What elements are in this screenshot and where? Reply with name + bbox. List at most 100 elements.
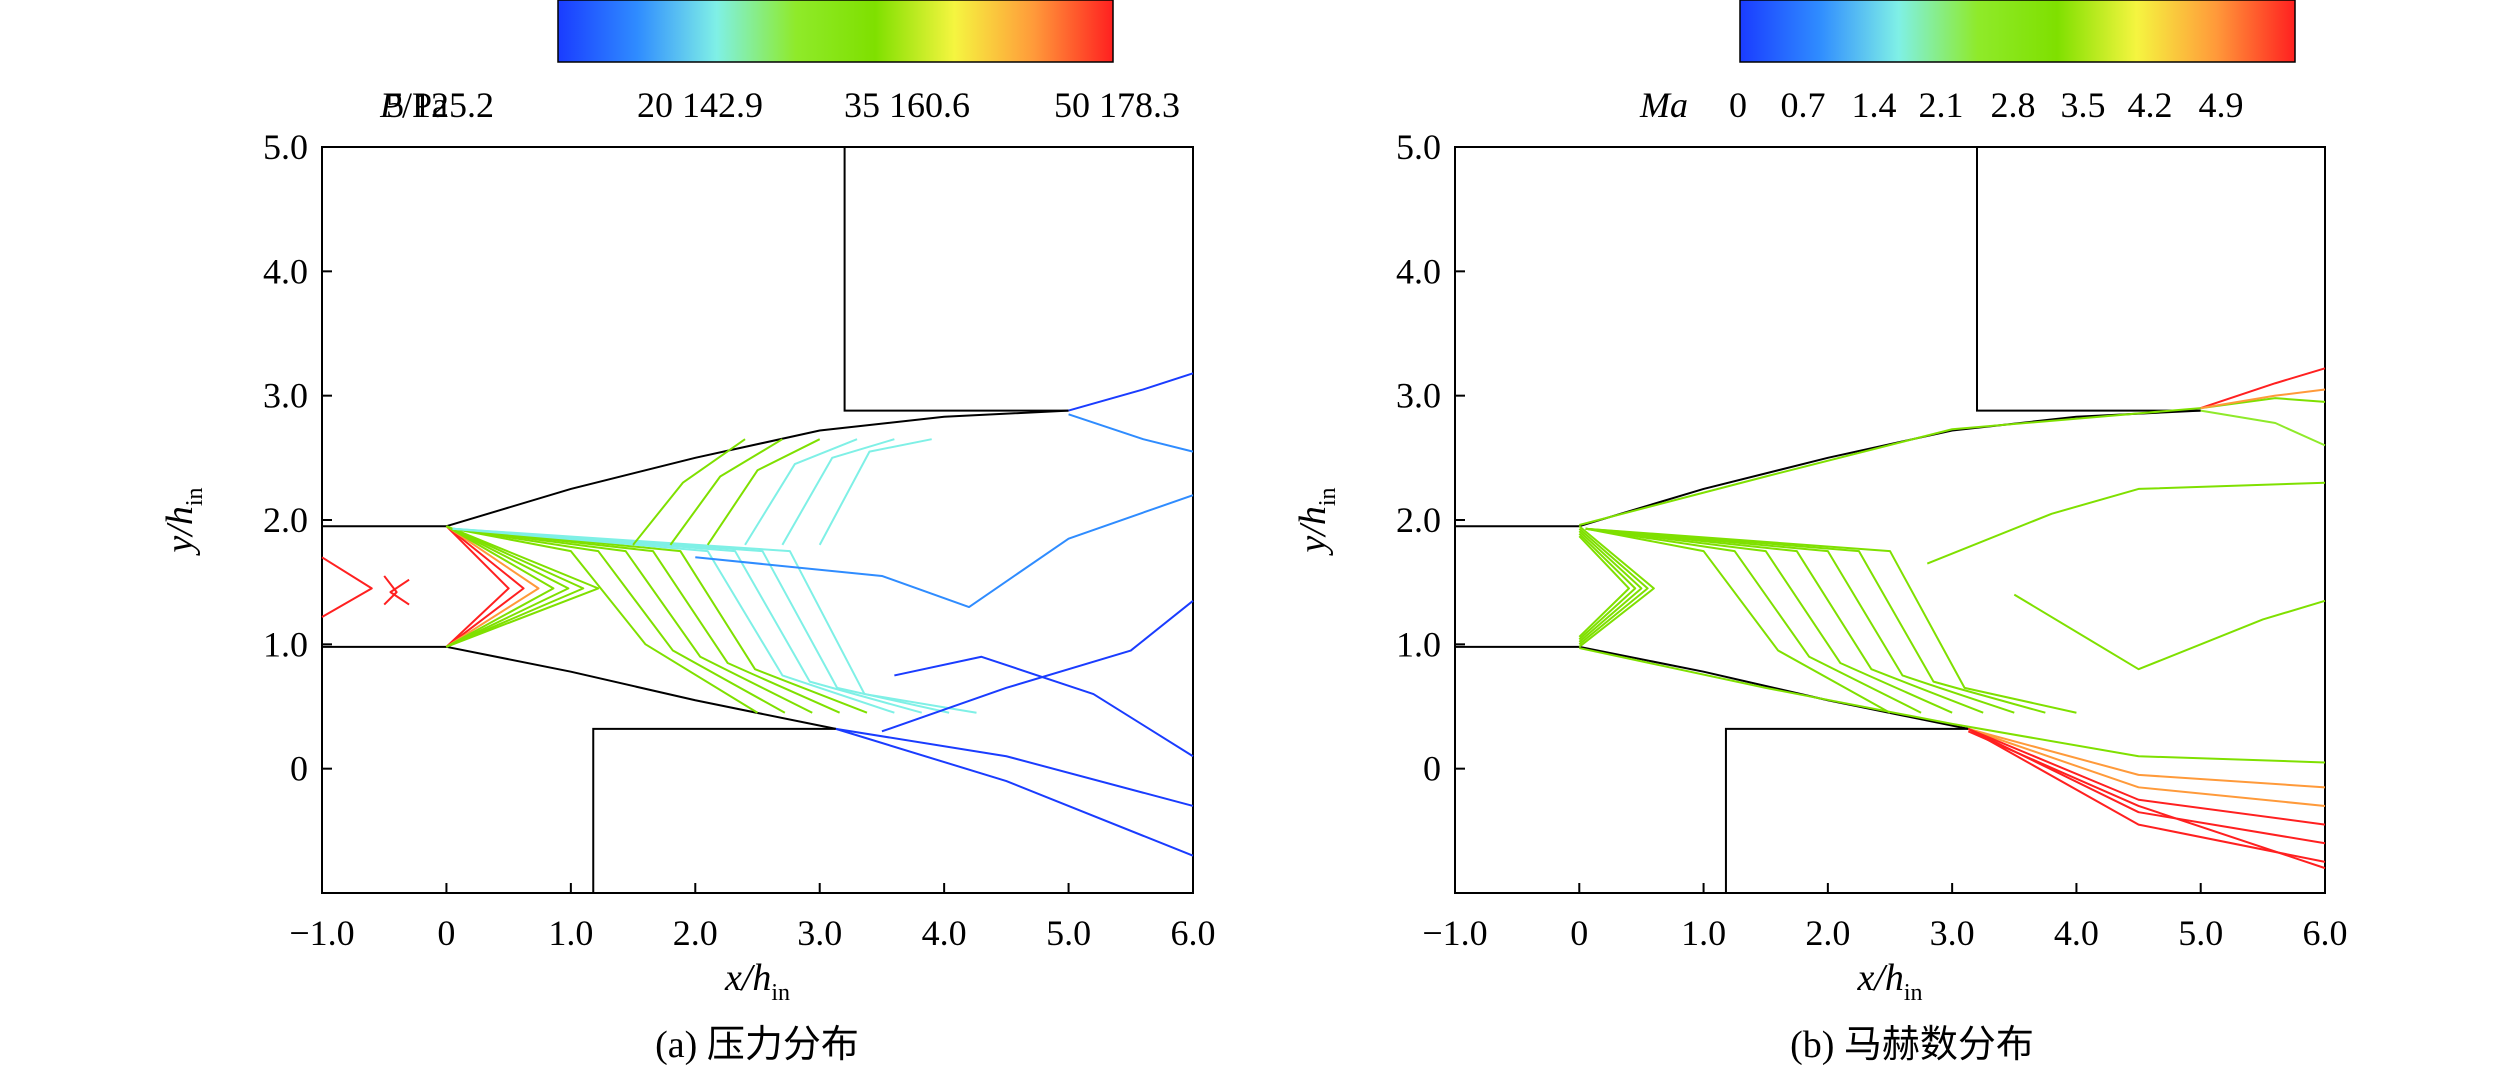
- y-tick-label: 3.0: [1396, 376, 1441, 416]
- colorbar-tick-label: 1.4: [1852, 85, 1897, 125]
- y-axis-label: y/hin: [1292, 487, 1341, 556]
- contour-line: [452, 527, 786, 714]
- x-tick-label: 2.0: [1805, 913, 1850, 953]
- nozzle-upper-wall: [446, 409, 1069, 528]
- contour-line: [452, 527, 950, 714]
- y-tick-label: 2.0: [1396, 500, 1441, 540]
- contour-line: [452, 527, 813, 714]
- x-tick-label: 0: [1570, 913, 1588, 953]
- colorbar-tick-label: 2.1: [1919, 85, 1964, 125]
- contour-line: [321, 556, 373, 618]
- contour-line: [1585, 527, 1953, 714]
- colorbar: [1739, 0, 2296, 63]
- contour-line: [1578, 527, 1649, 646]
- contour-lines: [1578, 367, 2326, 870]
- plot-frame: [1454, 146, 2326, 894]
- x-tick-label: 1.0: [1681, 913, 1726, 953]
- colorbar-tick-label: 4.2: [2128, 85, 2173, 125]
- panel-caption: (b) 马赫数分布: [1790, 1024, 2034, 1066]
- contour-line: [1585, 527, 2046, 714]
- colorbar-tick-label: 4.9: [2199, 85, 2244, 125]
- lower-block-wall: [592, 727, 836, 893]
- contour-line: [2200, 388, 2326, 410]
- colorbar-tick-label: 20 142.9: [637, 85, 763, 125]
- x-tick-label: 4.0: [2054, 913, 2099, 953]
- panel-caption: (a) 压力分布: [655, 1024, 859, 1066]
- contour-line: [1967, 730, 2326, 870]
- y-tick-label: 3.0: [263, 376, 308, 416]
- nozzle-upper-wall: [1578, 409, 2201, 528]
- x-tick-label: 3.0: [797, 913, 842, 953]
- y-tick-label: 4.0: [1396, 251, 1441, 291]
- contour-line: [669, 438, 783, 546]
- contour-line: [452, 527, 923, 714]
- y-tick-label: 5.0: [263, 127, 308, 167]
- x-tick-label: −1.0: [1422, 913, 1487, 953]
- contour-line: [1578, 535, 1630, 638]
- nozzle-lower-wall: [446, 645, 837, 730]
- contour-line: [1968, 727, 2326, 789]
- contour-line: [1578, 525, 1655, 648]
- contour-line: [1585, 527, 1984, 714]
- contour-line: [1967, 727, 2326, 807]
- x-tick-label: 0: [437, 913, 455, 953]
- nozzle-lower-wall: [1579, 645, 1969, 730]
- contour-line: [1585, 527, 1922, 714]
- x-axis-label: x/hin: [1856, 957, 1922, 1006]
- x-tick-label: 5.0: [1046, 913, 1091, 953]
- contour-line: [445, 525, 555, 648]
- contour-line: [445, 525, 510, 648]
- contour-line: [445, 525, 540, 648]
- x-tick-label: 6.0: [2303, 913, 2348, 953]
- contour-line: [445, 525, 570, 648]
- contour-line: [1578, 530, 1643, 643]
- y-tick-label: 2.0: [263, 500, 308, 540]
- x-tick-label: 3.0: [1930, 913, 1975, 953]
- contour-line: [1578, 532, 1637, 641]
- plot-frame: [321, 146, 1194, 894]
- contour-line: [1967, 728, 2326, 863]
- contour-line: [818, 438, 932, 546]
- panel-b: Ma 0 0.7 1.4 2.1 2.8 3.5 4.2 4.9 −1.0 0 1.0 2.0 3.0 4.…: [1292, 0, 2348, 1066]
- contour-line: [1585, 527, 1891, 714]
- contour-line: [2200, 367, 2326, 410]
- colorbar-tick-label: 50 178.3: [1054, 85, 1180, 125]
- colorbar-tick-label: 0: [1729, 85, 1747, 125]
- contour-line: [452, 527, 895, 714]
- x-tick-label: 5.0: [2178, 913, 2223, 953]
- contour-line: [2013, 593, 2326, 671]
- colorbar-tick-label: 5 125.2: [386, 85, 494, 125]
- colorbar-label: Ma: [1639, 85, 1688, 125]
- colorbar-label: P/Pa: [379, 85, 448, 125]
- contour-line: [1585, 527, 2077, 714]
- contour-line: [445, 525, 525, 648]
- contour-lines: [321, 372, 1194, 857]
- x-axis-label: x/hin: [724, 957, 790, 1006]
- contour-line: [1579, 647, 2326, 764]
- contour-line: [2200, 397, 2326, 410]
- contour-line: [835, 727, 1194, 807]
- x-tick-label: 6.0: [1171, 913, 1216, 953]
- x-tick-label: 4.0: [922, 913, 967, 953]
- contour-line: [1579, 407, 2201, 526]
- y-tick-label: 1.0: [263, 624, 308, 664]
- lower-block-wall: [1724, 727, 1969, 893]
- contour-line: [632, 438, 746, 546]
- contour-line: [695, 494, 1194, 609]
- upper-block-wall: [1976, 147, 2201, 412]
- y-axis-label: y/hin: [159, 487, 208, 556]
- colorbar-tick-label: 0.7: [1781, 85, 1826, 125]
- contour-line: [1068, 372, 1194, 412]
- contour-line: [452, 527, 841, 714]
- x-tick-label: 2.0: [673, 913, 718, 953]
- contour-line: [446, 525, 600, 648]
- panel-a: P/Pa5 125.2 20 142.9 35 160.6 50 178.3 −1.0 0…: [159, 0, 1216, 1066]
- y-tick-label: 0: [1423, 749, 1441, 789]
- contour-line: [452, 527, 977, 714]
- y-tick-label: 1.0: [1396, 624, 1441, 664]
- contour-line: [383, 575, 398, 606]
- y-tick-label: 5.0: [1396, 127, 1441, 167]
- contour-line: [894, 655, 1194, 758]
- contour-line: [452, 527, 759, 714]
